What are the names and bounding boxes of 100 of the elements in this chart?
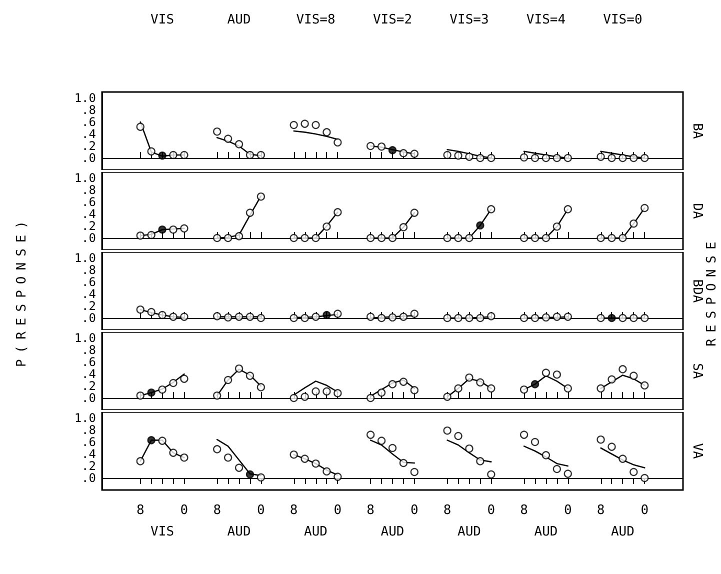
point <box>312 312 320 321</box>
point <box>520 386 528 394</box>
y-tick-label: .2 <box>82 379 96 393</box>
point <box>300 454 309 463</box>
point <box>454 234 462 242</box>
point <box>334 310 342 318</box>
x-tick-label: 8 <box>136 503 144 518</box>
x-tick-label: 0 <box>410 503 418 518</box>
point <box>290 450 298 459</box>
y-tick-label: .8 <box>82 263 96 277</box>
y-tick-label: .6 <box>82 275 96 289</box>
point <box>322 387 331 396</box>
point <box>399 458 408 468</box>
text: VIS=3 <box>450 12 489 28</box>
y-tick-label: .4 <box>82 287 96 301</box>
text: VIS <box>150 524 174 540</box>
point <box>377 142 386 151</box>
point <box>454 432 462 440</box>
y-tick-label: .4 <box>82 207 96 221</box>
point <box>454 384 462 392</box>
point <box>618 314 627 322</box>
point <box>213 312 222 320</box>
point <box>530 314 540 322</box>
y-tick-label: .4 <box>82 447 96 461</box>
point <box>300 120 309 128</box>
point <box>213 445 222 454</box>
point <box>618 365 627 374</box>
y-tick-label: 1.0 <box>74 91 96 105</box>
point <box>487 470 496 478</box>
point <box>213 392 222 400</box>
point <box>388 444 397 452</box>
point <box>377 314 386 322</box>
point <box>158 310 166 320</box>
y2-axis-title: RESPONSE <box>704 236 720 346</box>
x-tick-label: 0 <box>334 503 342 518</box>
text: BDA <box>690 279 704 303</box>
point <box>388 380 397 388</box>
y-tick-label: .8 <box>82 423 96 437</box>
x-tick-label: 8 <box>443 503 452 518</box>
point <box>300 314 309 322</box>
point <box>454 152 462 160</box>
point <box>564 470 572 478</box>
point <box>388 146 397 154</box>
point <box>476 457 484 466</box>
y-tick-label: .0 <box>82 231 96 245</box>
point <box>630 154 638 162</box>
point <box>618 234 627 242</box>
point <box>542 451 550 460</box>
point <box>366 394 375 402</box>
point <box>399 312 408 321</box>
point <box>542 368 550 377</box>
point <box>256 314 266 322</box>
point <box>213 234 222 242</box>
point <box>158 226 166 234</box>
point <box>246 208 254 217</box>
y-tick-label: .0 <box>82 311 96 325</box>
point <box>234 312 244 321</box>
y-tick-label: 1.0 <box>74 411 96 425</box>
x-tick-label: 8 <box>520 503 528 518</box>
point <box>410 150 419 158</box>
point <box>180 224 188 232</box>
point <box>256 150 266 160</box>
point <box>530 234 540 242</box>
x-tick-label: 0 <box>564 503 572 518</box>
point <box>410 208 419 217</box>
x-tick-label: 0 <box>257 503 265 518</box>
point <box>334 208 342 216</box>
point <box>312 120 320 130</box>
point <box>443 426 452 435</box>
point <box>476 154 484 162</box>
point <box>180 312 188 321</box>
point <box>169 312 178 321</box>
point <box>334 389 342 398</box>
point <box>147 308 156 316</box>
point <box>410 468 419 476</box>
point <box>377 234 386 242</box>
y-tick-label: .8 <box>82 103 96 117</box>
point <box>300 392 309 401</box>
y-tick-label: .2 <box>82 139 96 153</box>
point <box>136 457 144 466</box>
y-tick-label: .0 <box>82 391 96 405</box>
point <box>443 392 452 401</box>
y-tick-label: .6 <box>82 115 96 129</box>
point <box>246 150 254 160</box>
y-axis-title: P(RESPONSE) <box>14 214 30 368</box>
y-tick-label: 1.0 <box>74 251 96 265</box>
point <box>256 383 266 392</box>
y-tick-label: .6 <box>82 195 96 209</box>
point <box>213 128 222 136</box>
point <box>246 372 254 380</box>
point <box>224 376 232 384</box>
point <box>322 467 331 476</box>
point <box>630 468 638 476</box>
point <box>147 230 156 240</box>
point <box>596 234 605 242</box>
point <box>552 154 562 162</box>
point <box>388 234 397 242</box>
point <box>312 387 320 396</box>
y-tick-label: .0 <box>82 471 96 485</box>
text: AUD <box>227 524 251 540</box>
